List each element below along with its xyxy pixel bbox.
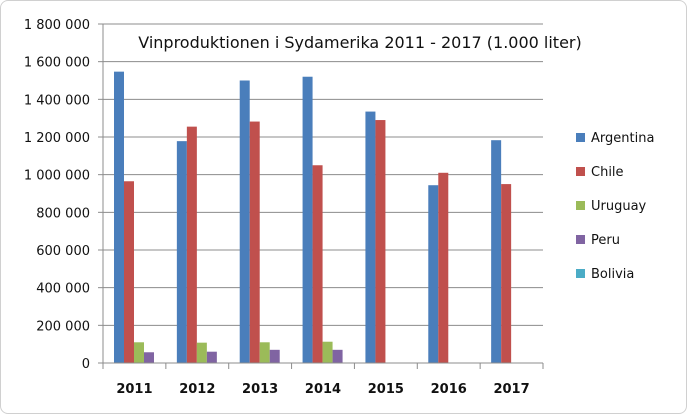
y-axis-ticks: 0 200 000 400 000 600 000 800 000 1 000 000 1 … [24,18,103,372]
bar-chile-2012 [186,126,197,364]
bar-uruguay-2014 [322,341,333,363]
bar-argentina-2013 [239,80,250,363]
x-tick-label: 2014 [305,382,341,397]
x-tick-label: 2016 [431,382,467,397]
bar-argentina-2014 [302,76,313,363]
y-tick-label: 0 [82,357,90,372]
bar-peru-2012 [206,351,217,363]
bar-chile-2011 [124,181,134,363]
bar-peru-2011 [144,352,154,363]
bar-peru-2014 [332,349,343,363]
x-tick-label: 2013 [242,382,278,397]
axes [102,24,543,364]
x-tick-label: 2017 [493,382,529,397]
chart-title: Vinproduktionen i Sydamerika 2011 - 2017… [138,33,582,52]
legend-label-bolivia: Bolivia [591,267,634,282]
y-tick-label: 400 000 [36,282,90,297]
x-tick-label: 2011 [116,382,152,397]
x-tick-label: 2012 [179,382,215,397]
bar-chile-2013 [249,121,260,363]
x-axis-ticks: 2011 2012 2013 2014 2015 2016 2017 [102,363,544,397]
y-tick-label: 1 800 000 [24,18,90,33]
bar-chile-2016 [438,172,449,363]
legend: Argentina Chile Uruguay Peru Bolivia [576,131,654,282]
bar-chile-2017 [501,184,512,363]
bar-uruguay-2012 [196,342,207,363]
y-tick-label: 200 000 [36,319,90,334]
y-tick-label: 1 400 000 [24,93,90,108]
legend-swatch-argentina [576,133,585,142]
y-tick-label: 1 600 000 [24,56,90,71]
legend-label-argentina: Argentina [591,131,654,146]
legend-swatch-peru [576,235,585,244]
legend-label-peru: Peru [591,233,620,248]
legend-label-chile: Chile [591,165,624,180]
bar-chile-2015 [375,120,386,363]
bar-peru-2013 [269,349,280,363]
bar-argentina-2015 [365,111,376,363]
y-tick-label: 1 000 000 [24,169,90,184]
legend-label-uruguay: Uruguay [591,199,647,214]
bar-argentina-2012 [176,141,187,363]
y-tick-label: 600 000 [36,244,90,259]
bar-chile-2014 [312,165,323,363]
legend-swatch-chile [576,167,585,176]
bar-argentina-2016 [428,185,439,363]
bar-uruguay-2011 [134,342,144,363]
x-tick-label: 2015 [368,382,404,397]
bar-uruguay-2013 [259,342,270,363]
gridlines [103,23,543,326]
legend-swatch-bolivia [576,269,585,278]
y-tick-label: 800 000 [36,206,90,221]
bar-argentina-2011 [114,71,124,364]
bar-argentina-2017 [491,140,502,363]
legend-swatch-uruguay [576,201,585,210]
bars [114,71,512,364]
y-tick-label: 1 200 000 [24,131,90,146]
